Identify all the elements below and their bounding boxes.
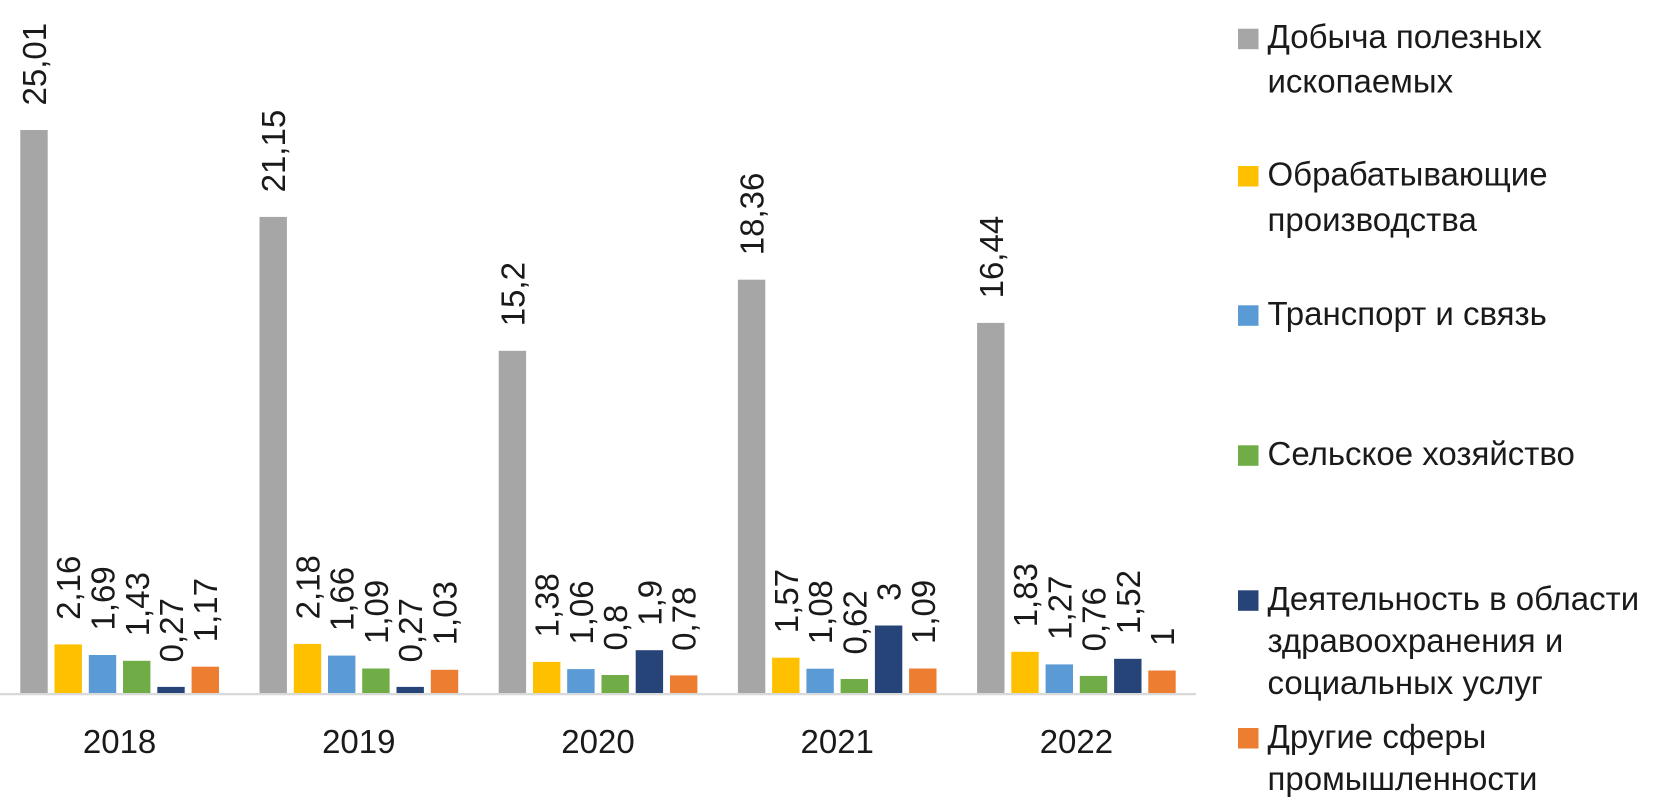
svg-text:промышленности: промышленности <box>1268 760 1538 797</box>
svg-text:21,15: 21,15 <box>255 110 292 193</box>
svg-text:Транспорт и связь: Транспорт и связь <box>1268 295 1547 332</box>
svg-text:1: 1 <box>1144 628 1181 646</box>
svg-text:2,18: 2,18 <box>289 555 326 619</box>
svg-text:1,27: 1,27 <box>1041 576 1078 640</box>
svg-text:1,57: 1,57 <box>768 569 805 633</box>
svg-text:ископаемых: ископаемых <box>1268 62 1454 99</box>
svg-text:1,06: 1,06 <box>563 580 600 644</box>
svg-text:0,78: 0,78 <box>666 587 703 651</box>
svg-text:1,03: 1,03 <box>426 581 463 645</box>
svg-text:3: 3 <box>871 583 908 601</box>
svg-text:1,69: 1,69 <box>85 566 122 630</box>
svg-text:16,44: 16,44 <box>973 216 1010 299</box>
svg-text:производства: производства <box>1268 201 1478 238</box>
svg-text:2018: 2018 <box>83 723 156 760</box>
svg-text:1,09: 1,09 <box>358 580 395 644</box>
svg-text:0,62: 0,62 <box>836 590 873 654</box>
svg-text:Обрабатывающие: Обрабатывающие <box>1268 156 1548 193</box>
svg-text:1,9: 1,9 <box>631 580 668 626</box>
svg-text:25,01: 25,01 <box>16 23 53 106</box>
svg-text:Добыча полезных: Добыча полезных <box>1268 18 1543 55</box>
svg-text:1,83: 1,83 <box>1007 563 1044 627</box>
svg-text:2,16: 2,16 <box>50 556 87 620</box>
svg-text:0,76: 0,76 <box>1076 587 1113 651</box>
svg-text:1,66: 1,66 <box>324 567 361 631</box>
svg-text:1,52: 1,52 <box>1110 570 1147 634</box>
svg-text:2022: 2022 <box>1040 723 1113 760</box>
svg-text:2019: 2019 <box>322 723 395 760</box>
svg-text:2020: 2020 <box>561 723 634 760</box>
svg-text:0,8: 0,8 <box>597 605 634 651</box>
svg-text:0,27: 0,27 <box>392 598 429 662</box>
svg-text:1,38: 1,38 <box>529 573 566 637</box>
svg-text:1,09: 1,09 <box>905 580 942 644</box>
svg-text:здравоохранения и: здравоохранения и <box>1268 622 1564 659</box>
svg-text:18,36: 18,36 <box>734 173 771 256</box>
svg-text:Деятельность в области: Деятельность в области <box>1268 580 1640 617</box>
svg-text:15,2: 15,2 <box>494 262 531 326</box>
svg-text:1,43: 1,43 <box>119 572 156 636</box>
svg-text:1,17: 1,17 <box>187 578 224 642</box>
svg-text:2021: 2021 <box>800 723 873 760</box>
svg-text:Другие сферы: Другие сферы <box>1268 718 1487 755</box>
svg-text:Сельское хозяйство: Сельское хозяйство <box>1268 435 1575 472</box>
svg-text:0,27: 0,27 <box>153 598 190 662</box>
svg-text:1,08: 1,08 <box>802 580 839 644</box>
svg-text:социальных услуг: социальных услуг <box>1268 664 1543 701</box>
